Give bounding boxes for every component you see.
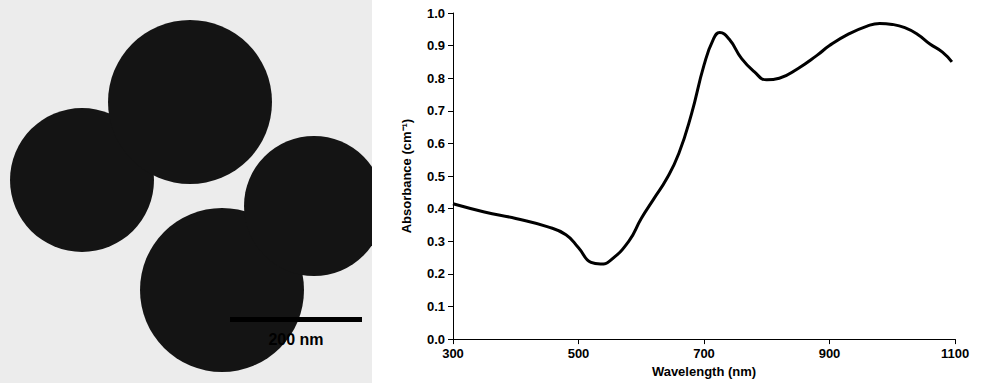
svg-text:700: 700 [693,346,715,361]
svg-text:0.2: 0.2 [427,266,445,281]
svg-text:500: 500 [568,346,590,361]
svg-text:900: 900 [819,346,841,361]
svg-text:Wavelength (nm): Wavelength (nm) [652,364,756,379]
svg-text:0.7: 0.7 [427,103,445,118]
svg-text:300: 300 [442,346,464,361]
svg-text:0.1: 0.1 [427,299,445,314]
svg-text:Absorbance (cm⁻¹): Absorbance (cm⁻¹) [399,119,414,234]
svg-text:0.8: 0.8 [427,71,445,86]
svg-text:0.3: 0.3 [427,234,445,249]
svg-text:0.4: 0.4 [427,201,446,216]
svg-text:1100: 1100 [941,346,969,361]
svg-text:0.9: 0.9 [427,38,445,53]
svg-text:1.0: 1.0 [427,6,445,21]
svg-text:0.6: 0.6 [427,136,445,151]
svg-text:0.5: 0.5 [427,169,445,184]
svg-text:200 nm: 200 nm [268,331,323,348]
svg-text:0.0: 0.0 [427,332,445,347]
